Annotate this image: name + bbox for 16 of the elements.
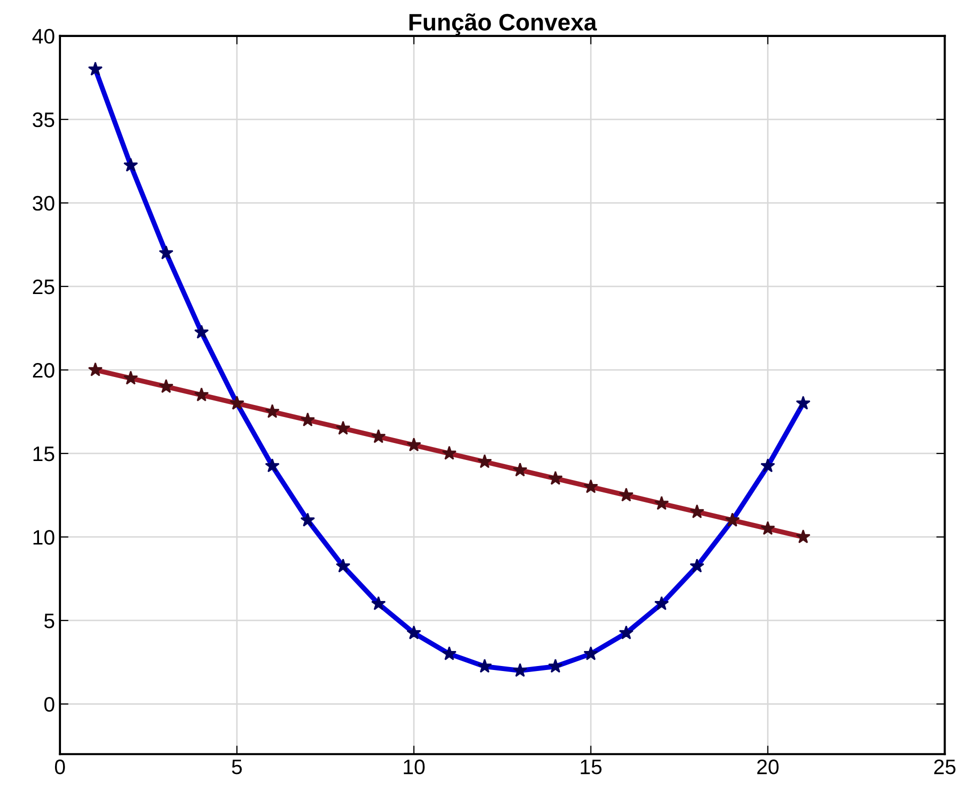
y-tick-label: 10: [34, 530, 54, 545]
x-tick-label: 15: [580, 760, 602, 774]
x-tick-label: 10: [404, 760, 425, 774]
x-tick-label: 20: [757, 760, 779, 774]
y-tick-label: 5: [44, 614, 54, 628]
x-tick-label: 0: [54, 760, 65, 774]
y-tick-label: 40: [32, 28, 54, 44]
y-tick-label: 30: [32, 196, 54, 211]
x-tick-label: 5: [232, 760, 242, 774]
y-tick-label: 0: [44, 697, 54, 712]
y-tick-label: 35: [32, 112, 54, 128]
y-tick-label: 20: [32, 362, 54, 378]
y-tick-label: 25: [32, 279, 54, 294]
x-tick-label: 25: [934, 760, 956, 774]
y-tick-label: 15: [34, 446, 54, 462]
chart-title: Função Convexa: [409, 13, 597, 36]
